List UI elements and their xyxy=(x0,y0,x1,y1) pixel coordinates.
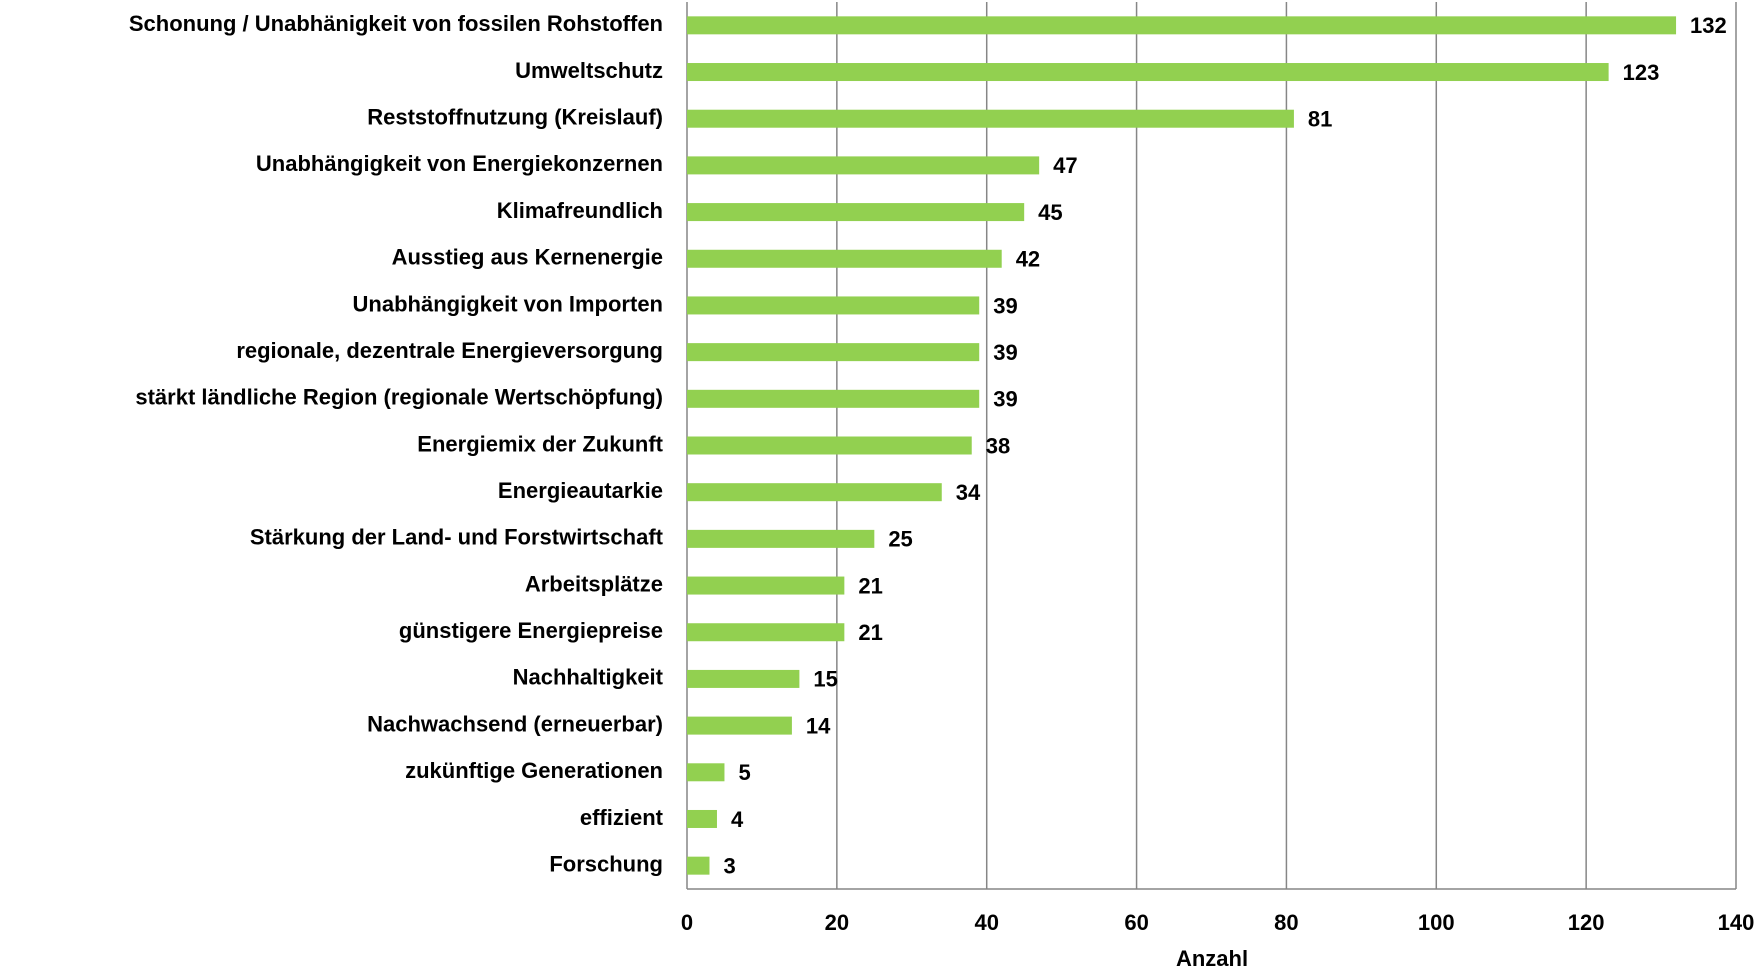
bar xyxy=(687,249,1002,268)
y-tick-label: günstigere Energiepreise xyxy=(399,618,663,643)
bar xyxy=(687,16,1677,35)
bar xyxy=(687,389,980,408)
y-tick-label: Energieautarkie xyxy=(498,478,663,503)
y-tick-label: Reststoffnutzung (Kreislauf) xyxy=(367,105,663,130)
value-label: 39 xyxy=(993,387,1017,412)
y-tick-label: Ausstieg aus Kernenergie xyxy=(392,245,663,270)
y-tick-label: zukünftige Generationen xyxy=(405,758,663,783)
value-label: 47 xyxy=(1053,153,1077,178)
bar xyxy=(687,156,1040,175)
x-tick-label: 20 xyxy=(825,910,849,935)
bar xyxy=(687,296,980,315)
value-label: 45 xyxy=(1038,200,1062,225)
y-tick-label: Unabhängigkeit von Importen xyxy=(353,291,663,316)
x-axis-label: Anzahl xyxy=(1176,946,1248,971)
bar xyxy=(687,716,792,735)
y-tick-label: Stärkung der Land- und Forstwirtschaft xyxy=(250,525,664,550)
value-label: 25 xyxy=(888,527,912,552)
value-label: 39 xyxy=(993,293,1017,318)
y-tick-label: regionale, dezentrale Energieversorgung xyxy=(236,338,663,363)
y-tick-label: stärkt ländliche Region (regionale Werts… xyxy=(135,385,663,410)
y-tick-label: Schonung / Unabhänigkeit von fossilen Ro… xyxy=(129,11,663,36)
bar xyxy=(687,809,717,828)
y-tick-label: Energiemix der Zukunft xyxy=(417,431,663,456)
value-label: 81 xyxy=(1308,107,1332,132)
y-tick-label: Unabhängigkeit von Energiekonzernen xyxy=(256,151,663,176)
y-tick-label: Nachhaltigkeit xyxy=(513,665,664,690)
x-tick-label: 100 xyxy=(1418,910,1455,935)
value-label: 39 xyxy=(993,340,1017,365)
bar xyxy=(687,856,710,875)
bar xyxy=(687,669,800,688)
value-label: 15 xyxy=(813,667,837,692)
x-tick-label: 140 xyxy=(1718,910,1755,935)
y-tick-label: Arbeitsplätze xyxy=(525,571,663,596)
bar xyxy=(687,483,942,502)
y-tick-label: effizient xyxy=(580,805,664,830)
bar xyxy=(687,63,1609,82)
value-label: 4 xyxy=(731,807,744,832)
y-tick-label: Umweltschutz xyxy=(515,58,663,83)
bar xyxy=(687,109,1294,128)
value-label: 38 xyxy=(986,433,1010,458)
value-label: 21 xyxy=(858,620,882,645)
y-tick-label: Klimafreundlich xyxy=(497,198,663,223)
bar xyxy=(687,343,980,362)
value-label: 42 xyxy=(1016,247,1040,272)
value-label: 34 xyxy=(956,480,981,505)
x-tick-label: 120 xyxy=(1568,910,1605,935)
bar xyxy=(687,576,845,595)
bar xyxy=(687,529,875,548)
value-label: 3 xyxy=(723,853,735,878)
value-label: 5 xyxy=(738,760,750,785)
value-label: 21 xyxy=(858,573,882,598)
x-tick-label: 60 xyxy=(1124,910,1148,935)
x-tick-label: 80 xyxy=(1274,910,1298,935)
y-tick-label: Forschung xyxy=(549,851,663,876)
x-tick-label: 0 xyxy=(681,910,693,935)
value-label: 132 xyxy=(1690,13,1727,38)
value-label: 14 xyxy=(806,713,831,738)
value-label: 123 xyxy=(1623,60,1660,85)
bar xyxy=(687,203,1025,222)
y-tick-label: Nachwachsend (erneuerbar) xyxy=(367,711,663,736)
bar xyxy=(687,623,845,642)
bar xyxy=(687,436,972,455)
bar xyxy=(687,763,725,782)
x-tick-label: 40 xyxy=(974,910,998,935)
